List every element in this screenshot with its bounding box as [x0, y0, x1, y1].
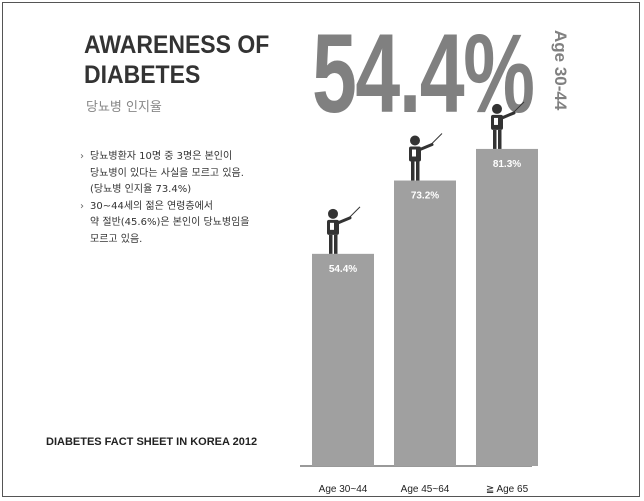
bar-value-label: 81.3%: [493, 159, 521, 170]
bullet-arrow-icon: ›: [80, 151, 84, 162]
bar: [312, 253, 374, 466]
bullet-line: 약 절반(45.6%)은 본인이 당뇨병임을: [90, 217, 250, 228]
page-subtitle: 당뇨병 인지율: [86, 100, 162, 115]
presenter-figure-icon: [327, 206, 361, 254]
bar-value-label: 54.4%: [329, 264, 357, 275]
bullet-item: › 당뇨병환자 10명 중 3명은 본인이 당뇨병이 있다는 사실을 모르고 있…: [80, 149, 250, 199]
page-title: AWARENESS OF DIABETES: [84, 30, 269, 90]
x-tick-label: ≧ Age 65: [486, 484, 529, 495]
bar-value-label: 73.2%: [411, 191, 439, 202]
bullet-list: › 당뇨병환자 10명 중 3명은 본인이 당뇨병이 있다는 사실을 모르고 있…: [80, 149, 250, 248]
bullet-item: › 30~44세의 젊은 연령층에서 약 절반(45.6%)은 본인이 당뇨병임…: [80, 199, 250, 249]
x-tick-label: Age 30~44: [319, 484, 368, 495]
page-frame: [2, 2, 640, 497]
title-line-2: DIABETES: [84, 61, 201, 89]
title-line-1: AWARENESS OF: [84, 31, 270, 59]
bullet-line: 30~44세의 젊은 연령층에서: [90, 200, 213, 212]
bullet-line: 당뇨병환자 10명 중 3명은 본인이: [90, 151, 233, 162]
presenter-figure-icon: [409, 133, 443, 181]
source-footer: DIABETES FACT SHEET IN KOREA 2012: [46, 436, 258, 448]
x-tick-label: Age 45~64: [401, 484, 450, 495]
bar: [394, 180, 456, 466]
presenter-figure-icon: [491, 101, 525, 149]
bullet-line: 모르고 있음.: [90, 233, 143, 245]
bar: [476, 148, 538, 466]
bullet-line: 당뇨병이 있다는 사실을 모르고 있음.: [90, 167, 244, 179]
bullet-arrow-icon: ›: [80, 200, 84, 212]
bullet-line: (당뇨병 인지율 73.4%): [90, 184, 192, 195]
